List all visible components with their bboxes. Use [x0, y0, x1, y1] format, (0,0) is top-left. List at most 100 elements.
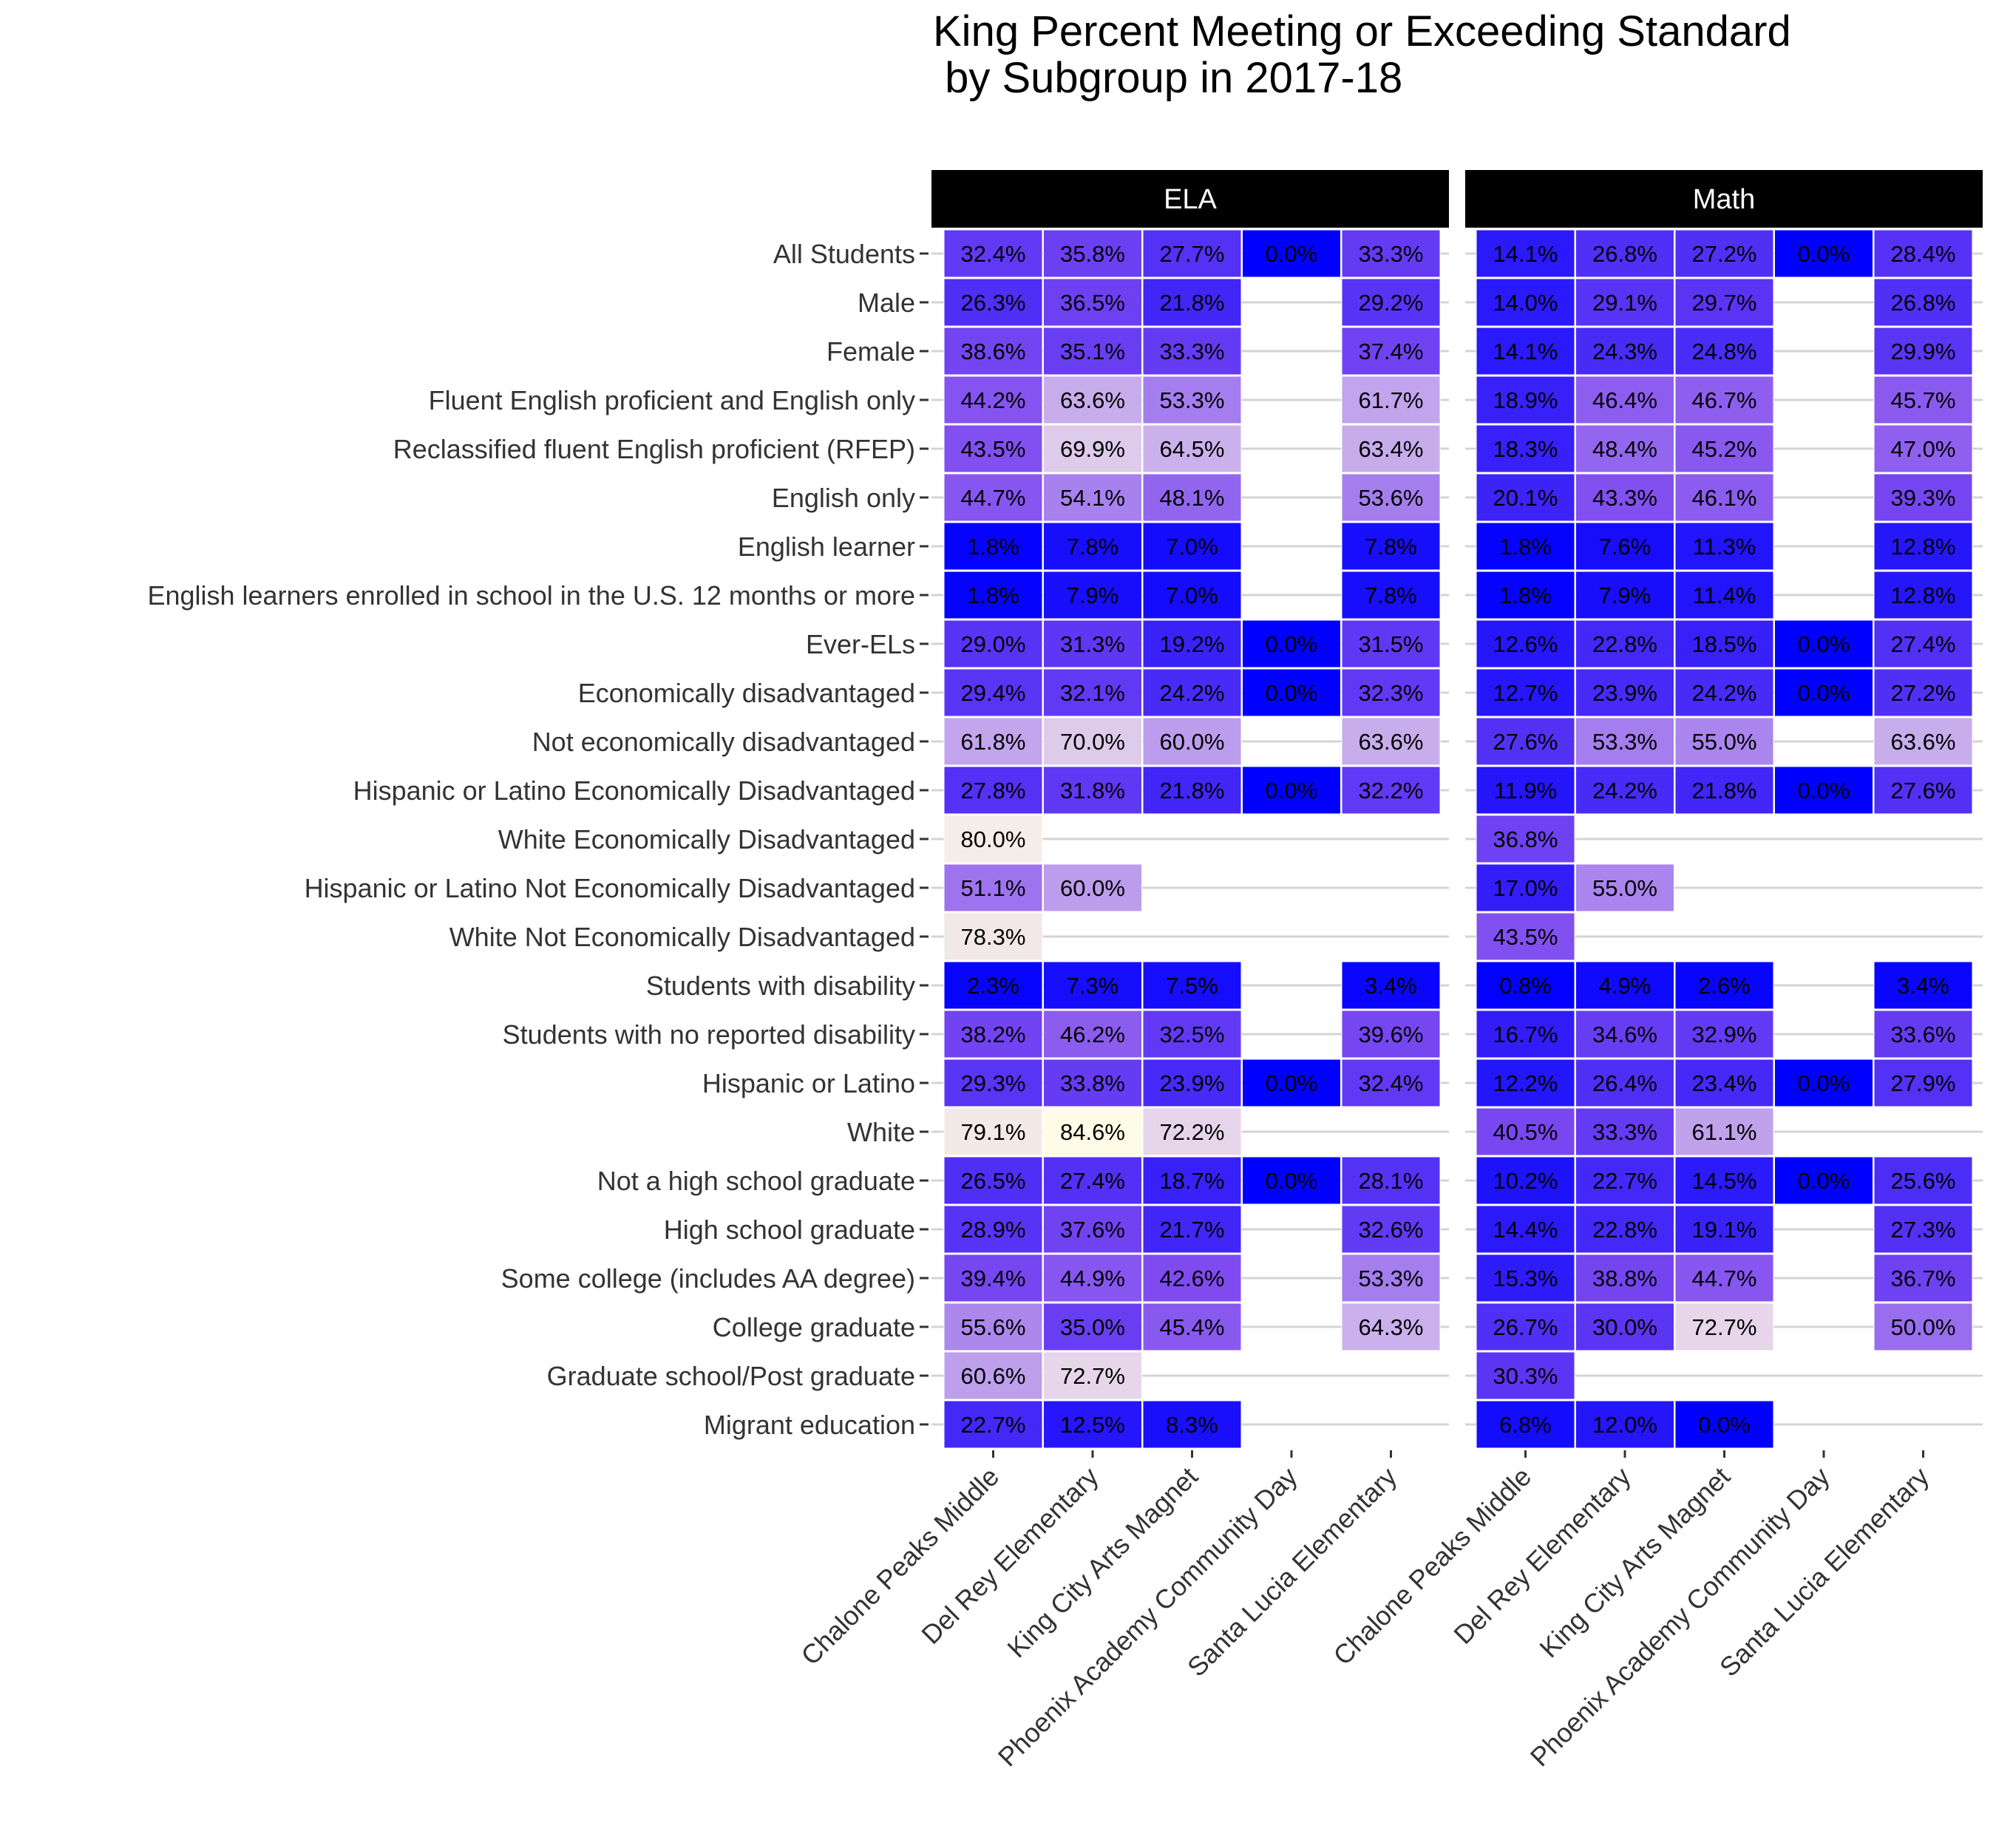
heatmap-cell: [943, 473, 1043, 522]
cell-value-label: 4.9%: [1599, 973, 1652, 999]
heatmap-cell: [1476, 912, 1575, 961]
heatmap-cell: [1476, 961, 1575, 1010]
heatmap-cell: [1873, 1302, 1973, 1351]
heatmap-cell: [943, 1156, 1043, 1205]
y-tick-label: Fluent English proficient and English on…: [429, 385, 915, 415]
heatmap-cell: [943, 522, 1043, 571]
heatmap-cell: [1142, 327, 1242, 376]
heatmap-cell: [1142, 1059, 1242, 1107]
cell-value-label: 39.3%: [1891, 485, 1956, 511]
heatmap-cell: [1575, 278, 1674, 327]
heatmap-cell: [1476, 229, 1575, 278]
cell-value-label: 27.2%: [1692, 241, 1757, 267]
heatmap-cell: [1142, 668, 1242, 717]
cell-value-label: 26.5%: [961, 1168, 1026, 1194]
cell-value-label: 19.2%: [1160, 631, 1225, 657]
cell-value-label: 38.8%: [1592, 1266, 1657, 1291]
heatmap-cell: [1142, 1156, 1242, 1205]
heatmap-cell: [1341, 278, 1441, 327]
heatmap-cell: [943, 668, 1043, 717]
heatmap-cell: [1043, 424, 1142, 473]
cell-value-label: 63.6%: [1060, 387, 1125, 413]
heatmap-cell: [1142, 1010, 1242, 1059]
cell-value-label: 25.6%: [1891, 1168, 1956, 1194]
heatmap-cell: [1873, 1010, 1973, 1059]
heatmap-cell: [1575, 619, 1674, 668]
heatmap-cell: [1575, 229, 1674, 278]
cell-value-label: 46.7%: [1692, 387, 1757, 413]
heatmap-cell: [1476, 668, 1575, 717]
heatmap-cell: [1043, 1156, 1142, 1205]
cell-value-label: 22.8%: [1592, 1217, 1657, 1243]
y-tick-label: All Students: [773, 239, 915, 269]
heatmap-cell: [943, 1400, 1043, 1449]
cell-value-label: 29.1%: [1592, 290, 1657, 316]
cell-value-label: 80.0%: [961, 826, 1026, 852]
cell-value-label: 31.8%: [1060, 778, 1125, 804]
cell-value-label: 7.8%: [1067, 534, 1119, 560]
y-tick-label: Not a high school graduate: [597, 1166, 915, 1196]
cell-value-label: 22.8%: [1592, 631, 1657, 657]
heatmap-cell: [1674, 1205, 1774, 1254]
heatmap-cell: [1043, 376, 1142, 424]
heatmap-cell: [943, 229, 1043, 278]
heatmap-cell: [943, 619, 1043, 668]
heatmap-cell: [1674, 1156, 1774, 1205]
cell-value-label: 3.4%: [1365, 973, 1417, 999]
heatmap-cell: [1043, 1059, 1142, 1107]
cell-value-label: 8.3%: [1166, 1412, 1218, 1438]
cell-value-label: 60.0%: [1060, 875, 1125, 901]
heatmap-cell: [1242, 668, 1341, 717]
cell-value-label: 0.0%: [1798, 241, 1850, 267]
heatmap-cell: [1142, 766, 1242, 815]
heatmap-cell: [943, 863, 1043, 912]
heatmap-cell: [1043, 1400, 1142, 1449]
cell-value-label: 45.2%: [1692, 436, 1757, 462]
cell-value-label: 33.3%: [1592, 1119, 1657, 1145]
heatmap-cell: [1142, 619, 1242, 668]
heatmap-cell: [1476, 327, 1575, 376]
heatmap-cell: [1674, 327, 1774, 376]
heatmap-cell: [1341, 376, 1441, 424]
heatmap-cell: [943, 1254, 1043, 1302]
heatmap-cell: [943, 1010, 1043, 1059]
cell-value-label: 21.8%: [1160, 778, 1225, 804]
heatmap-cell: [1476, 863, 1575, 912]
heatmap-cell: [943, 327, 1043, 376]
cell-value-label: 28.1%: [1359, 1168, 1424, 1194]
cell-value-label: 36.5%: [1060, 290, 1125, 316]
heatmap-cell: [1575, 1059, 1674, 1107]
cell-value-label: 72.7%: [1692, 1314, 1757, 1340]
heatmap-cell: [943, 766, 1043, 815]
heatmap-cell: [1043, 863, 1142, 912]
heatmap-cell: [1476, 376, 1575, 424]
heatmap-cell: [1341, 717, 1441, 766]
heatmap-cell: [1873, 376, 1973, 424]
x-tick-label: King City Arts Magnet: [1533, 1461, 1736, 1664]
facet-panels: ELA 32.4% 35.8% 27.7% 0.0% 33.3% 26.3% 36.5% 21.…: [931, 170, 1983, 1449]
heatmap-cell: [1476, 1156, 1575, 1205]
cell-value-label: 31.3%: [1060, 631, 1125, 657]
cell-value-label: 33.3%: [1359, 241, 1424, 267]
heatmap-cell: [1674, 522, 1774, 571]
cell-value-label: 48.1%: [1160, 485, 1225, 511]
cell-value-label: 12.5%: [1060, 1412, 1125, 1438]
cell-value-label: 39.4%: [961, 1266, 1026, 1291]
heatmap-cell: [1873, 619, 1973, 668]
cell-value-label: 7.9%: [1067, 582, 1119, 608]
cell-value-label: 30.3%: [1493, 1363, 1558, 1389]
cell-value-label: 14.1%: [1493, 339, 1558, 364]
heatmap-cell: [1476, 1010, 1575, 1059]
cell-value-label: 50.0%: [1891, 1314, 1956, 1340]
cell-value-label: 61.7%: [1359, 387, 1424, 413]
facet-strip-label: ELA: [1164, 184, 1217, 215]
facet-strip: [931, 170, 1449, 228]
cell-value-label: 29.9%: [1891, 339, 1956, 364]
heatmap-cell: [1242, 1059, 1341, 1107]
heatmap-cell: [943, 1302, 1043, 1351]
heatmap-cell: [1043, 278, 1142, 327]
heatmap-cell: [1774, 668, 1873, 717]
heatmap-cell: [1575, 424, 1674, 473]
cell-value-label: 36.7%: [1891, 1266, 1956, 1291]
